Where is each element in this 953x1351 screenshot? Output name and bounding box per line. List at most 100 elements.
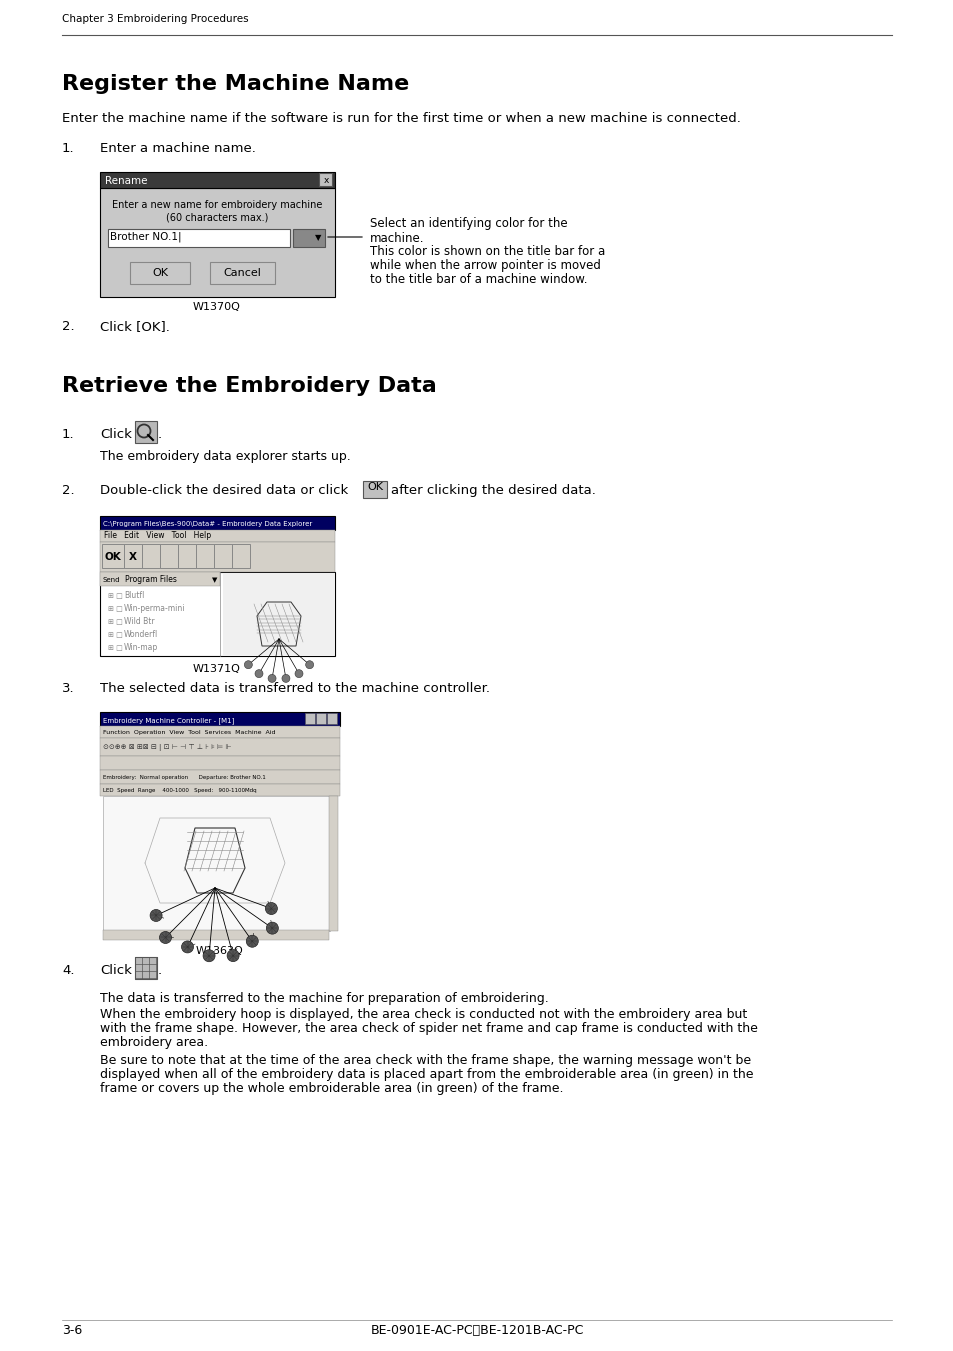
Circle shape — [266, 923, 278, 934]
FancyBboxPatch shape — [100, 172, 335, 188]
Text: Brother NO.1|: Brother NO.1| — [110, 232, 181, 242]
FancyBboxPatch shape — [100, 571, 335, 657]
FancyBboxPatch shape — [363, 481, 387, 499]
Circle shape — [181, 940, 193, 952]
Text: machine.: machine. — [370, 232, 424, 245]
Text: (60 characters max.): (60 characters max.) — [166, 213, 268, 223]
FancyBboxPatch shape — [100, 516, 335, 530]
Text: File   Edit   View   Tool   Help: File Edit View Tool Help — [104, 531, 211, 540]
FancyBboxPatch shape — [142, 544, 160, 567]
Text: Blutfl: Blutfl — [124, 590, 144, 600]
FancyBboxPatch shape — [100, 757, 339, 770]
Text: W1370Q: W1370Q — [193, 303, 241, 312]
FancyBboxPatch shape — [305, 713, 314, 724]
FancyBboxPatch shape — [100, 542, 335, 571]
Text: 1.: 1. — [62, 142, 74, 155]
Text: ▼: ▼ — [314, 232, 321, 242]
FancyBboxPatch shape — [100, 188, 335, 297]
Text: OK: OK — [152, 267, 168, 278]
Circle shape — [227, 950, 239, 962]
Text: This color is shown on the title bar for a: This color is shown on the title bar for… — [370, 245, 604, 258]
FancyBboxPatch shape — [135, 957, 157, 979]
Text: 2.: 2. — [62, 484, 74, 497]
FancyBboxPatch shape — [100, 784, 339, 796]
Text: Be sure to note that at the time of the area check with the frame shape, the war: Be sure to note that at the time of the … — [100, 1054, 750, 1067]
Text: .: . — [158, 428, 162, 440]
Text: frame or covers up the whole embroiderable area (in green) of the frame.: frame or covers up the whole embroiderab… — [100, 1082, 563, 1096]
Text: Enter a new name for embroidery machine: Enter a new name for embroidery machine — [112, 200, 322, 209]
FancyBboxPatch shape — [160, 544, 178, 567]
FancyBboxPatch shape — [178, 544, 195, 567]
Text: Click: Click — [100, 965, 132, 977]
Text: Register the Machine Name: Register the Machine Name — [62, 74, 409, 95]
Circle shape — [265, 902, 277, 915]
Text: Send: Send — [103, 577, 120, 584]
Text: after clicking the desired data.: after clicking the desired data. — [391, 484, 596, 497]
FancyBboxPatch shape — [293, 230, 325, 247]
FancyBboxPatch shape — [135, 422, 157, 443]
Text: Cancel: Cancel — [223, 267, 261, 278]
Circle shape — [254, 670, 263, 678]
Text: Win-map: Win-map — [124, 643, 158, 653]
FancyBboxPatch shape — [100, 738, 339, 757]
Circle shape — [305, 661, 314, 669]
Text: When the embroidery hoop is displayed, the area check is conducted not with the : When the embroidery hoop is displayed, t… — [100, 1008, 746, 1021]
FancyBboxPatch shape — [108, 230, 290, 247]
Circle shape — [282, 674, 290, 682]
FancyBboxPatch shape — [327, 713, 336, 724]
FancyBboxPatch shape — [100, 712, 339, 725]
FancyBboxPatch shape — [223, 573, 335, 655]
Text: Win-perma-mini: Win-perma-mini — [124, 604, 185, 613]
Text: 2.: 2. — [62, 320, 74, 332]
Text: while when the arrow pointer is moved: while when the arrow pointer is moved — [370, 259, 600, 272]
FancyBboxPatch shape — [103, 796, 330, 931]
Text: W1363Q: W1363Q — [196, 946, 244, 957]
FancyBboxPatch shape — [318, 173, 332, 186]
Text: displayed when all of the embroidery data is placed apart from the embroiderable: displayed when all of the embroidery dat… — [100, 1069, 753, 1081]
Text: ⊙⊙⊕⊕ ⊠ ⊞⊠ ⊟ | ⊡ ⊢ ⊣ ⊤ ⊥ ⊦ ⊧ ⊨ ⊩: ⊙⊙⊕⊕ ⊠ ⊞⊠ ⊟ | ⊡ ⊢ ⊣ ⊤ ⊥ ⊦ ⊧ ⊨ ⊩ — [103, 744, 232, 751]
Text: ⊞ □: ⊞ □ — [108, 644, 123, 651]
Circle shape — [150, 909, 162, 921]
Text: with the frame shape. However, the area check of spider net frame and cap frame : with the frame shape. However, the area … — [100, 1021, 757, 1035]
FancyBboxPatch shape — [329, 796, 337, 931]
Text: x: x — [324, 176, 329, 185]
Text: LED  Speed  Range    400-1000   Speed:   900-1100Mdq: LED Speed Range 400-1000 Speed: 900-1100… — [103, 788, 256, 793]
Text: Select an identifying color for the: Select an identifying color for the — [370, 218, 567, 230]
Text: ▼: ▼ — [212, 577, 217, 584]
Text: BE-0901E-AC-PC・BE-1201B-AC-PC: BE-0901E-AC-PC・BE-1201B-AC-PC — [370, 1324, 583, 1337]
Text: Program Files: Program Files — [125, 576, 176, 584]
Text: Function  Operation  View  Tool  Services  Machine  Aid: Function Operation View Tool Services Ma… — [103, 730, 275, 735]
Text: The selected data is transferred to the machine controller.: The selected data is transferred to the … — [100, 682, 490, 694]
Text: Chapter 3 Embroidering Procedures: Chapter 3 Embroidering Procedures — [62, 14, 249, 24]
Text: Wonderfl: Wonderfl — [124, 630, 158, 639]
Text: ⊞ □: ⊞ □ — [108, 632, 123, 638]
Text: Wild Btr: Wild Btr — [124, 617, 154, 626]
FancyBboxPatch shape — [213, 544, 232, 567]
Text: ⊞ □: ⊞ □ — [108, 607, 123, 612]
Text: Embroidery:  Normal operation      Departure: Brother NO.1: Embroidery: Normal operation Departure: … — [103, 775, 266, 780]
Text: Enter a machine name.: Enter a machine name. — [100, 142, 255, 155]
Text: The embroidery data explorer starts up.: The embroidery data explorer starts up. — [100, 450, 351, 463]
FancyBboxPatch shape — [103, 929, 329, 940]
Text: C:\Program Files\Bes-900\Data# - Embroidery Data Explorer: C:\Program Files\Bes-900\Data# - Embroid… — [103, 521, 312, 527]
FancyBboxPatch shape — [130, 262, 190, 284]
Text: to the title bar of a machine window.: to the title bar of a machine window. — [370, 273, 587, 286]
Text: Click: Click — [100, 428, 132, 440]
FancyBboxPatch shape — [195, 544, 213, 567]
Text: 1.: 1. — [62, 428, 74, 440]
FancyBboxPatch shape — [124, 544, 142, 567]
Text: Retrieve the Embroidery Data: Retrieve the Embroidery Data — [62, 376, 436, 396]
Text: 3.: 3. — [62, 682, 74, 694]
Circle shape — [246, 935, 258, 947]
Text: OK: OK — [367, 482, 382, 492]
FancyBboxPatch shape — [102, 544, 124, 567]
Circle shape — [159, 931, 172, 943]
FancyBboxPatch shape — [315, 713, 326, 724]
Text: .: . — [158, 965, 162, 977]
Text: Embroidery Machine Controller - [M1]: Embroidery Machine Controller - [M1] — [103, 717, 234, 724]
Text: Double-click the desired data or click: Double-click the desired data or click — [100, 484, 348, 497]
FancyBboxPatch shape — [100, 530, 335, 542]
Text: Click [OK].: Click [OK]. — [100, 320, 170, 332]
FancyBboxPatch shape — [100, 571, 220, 586]
FancyBboxPatch shape — [232, 544, 250, 567]
